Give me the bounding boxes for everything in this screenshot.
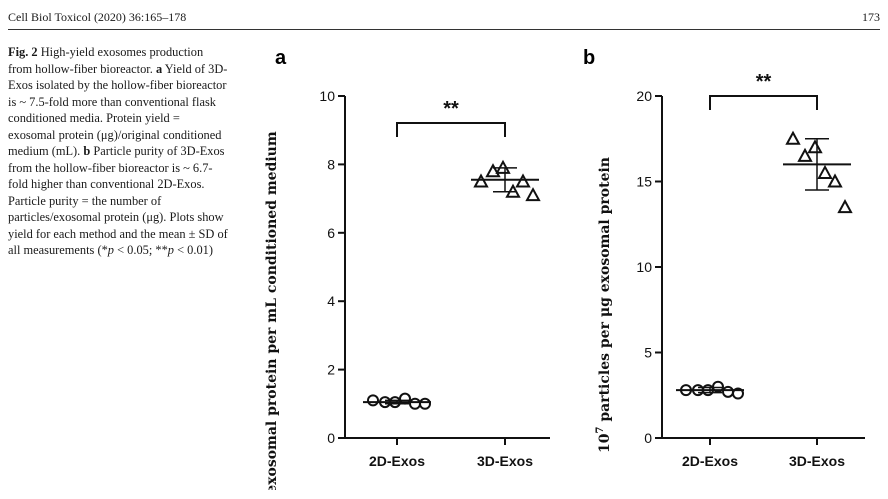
y-tick-label-b-20: 20 bbox=[636, 88, 652, 104]
data-point-b-0-5 bbox=[732, 387, 744, 400]
data-point-a-0-3 bbox=[399, 392, 411, 405]
data-point-b-1-0 bbox=[785, 130, 801, 145]
y-axis-label-b-base: 10 bbox=[597, 433, 613, 453]
significance-label-b: ** bbox=[756, 71, 772, 93]
panel-letter-a: a bbox=[275, 47, 287, 69]
caption-label: Fig. 2 bbox=[8, 45, 38, 59]
data-point-b-1-5 bbox=[837, 199, 853, 214]
y-axis-label-a: μg exosomal protein per mL conditioned m… bbox=[264, 131, 280, 490]
y-tick-label-a-0: 0 bbox=[327, 430, 335, 446]
y-tick-label-b-10: 10 bbox=[636, 259, 652, 275]
y-tick-label-a-6: 6 bbox=[327, 225, 335, 241]
y-axis-label-b-main: particles per μg exosomal protein bbox=[597, 157, 613, 427]
caption-mid: < 0.05; ** bbox=[113, 243, 168, 257]
data-point-a-1-5 bbox=[525, 187, 541, 202]
caption-b-label: b bbox=[83, 144, 91, 158]
data-point-a-0-0 bbox=[367, 394, 379, 407]
data-point-b-0-2 bbox=[702, 384, 714, 397]
y-tick-label-b-15: 15 bbox=[636, 174, 652, 190]
data-point-b-0-3 bbox=[712, 380, 724, 393]
data-point-a-1-1 bbox=[485, 163, 501, 178]
figure-caption: Fig. 2 High-yield exosomes production fr… bbox=[8, 44, 230, 259]
caption-p2: p bbox=[167, 243, 174, 257]
x-tick-label-b-0: 2D-Exos bbox=[682, 453, 738, 469]
data-point-a-1-2 bbox=[495, 159, 511, 174]
y-tick-label-b-5: 5 bbox=[644, 345, 652, 361]
chart-panel-b: b 107 particles per μg exosomal protein … bbox=[583, 47, 865, 469]
y-axis-label-b: 107 particles per μg exosomal protein bbox=[595, 157, 613, 453]
caption-title: High-yield exosomes production from holl… bbox=[8, 45, 204, 76]
data-point-a-1-3 bbox=[505, 183, 521, 198]
x-tick-label-b-1: 3D-Exos bbox=[789, 453, 845, 469]
x-tick-label-a-0: 2D-Exos bbox=[369, 453, 425, 469]
y-axis-label-b-sup: 7 bbox=[595, 427, 606, 434]
significance-bracket-b bbox=[709, 95, 818, 110]
data-point-a-0-2 bbox=[389, 396, 401, 409]
caption-b-text: Particle purity of 3D-Exos from the holl… bbox=[8, 144, 228, 257]
data-point-b-1-1 bbox=[797, 147, 813, 162]
panel-letter-b: b bbox=[583, 47, 595, 69]
caption-a-label: a bbox=[155, 61, 163, 76]
chart-panel-a: a μg exosomal protein per mL conditioned… bbox=[264, 47, 550, 490]
data-point-a-1-0 bbox=[473, 173, 489, 188]
caption-a-text: Yield of 3D-Exos isolated by the hollow-… bbox=[8, 61, 228, 159]
y-tick-label-a-8: 8 bbox=[327, 156, 335, 172]
y-tick-label-b-0: 0 bbox=[644, 430, 652, 446]
significance-bracket-a bbox=[396, 122, 506, 137]
significance-label-a: ** bbox=[443, 98, 459, 120]
data-point-b-0-0 bbox=[680, 384, 692, 397]
x-tick-label-a-1: 3D-Exos bbox=[477, 453, 533, 469]
data-point-b-1-3 bbox=[817, 164, 833, 179]
data-point-a-0-5 bbox=[419, 397, 431, 410]
data-point-a-1-4 bbox=[515, 173, 531, 188]
data-point-b-1-2 bbox=[807, 139, 823, 154]
data-point-a-0-4 bbox=[409, 397, 421, 410]
y-tick-label-a-2: 2 bbox=[327, 362, 335, 378]
running-head: Cell Biol Toxicol (2020) 36:165–178 bbox=[8, 10, 187, 24]
caption-end: < 0.01) bbox=[174, 243, 213, 257]
y-tick-label-a-10: 10 bbox=[319, 88, 335, 104]
header-rule bbox=[8, 29, 880, 30]
data-point-b-1-4 bbox=[827, 173, 843, 188]
page-number: 173 bbox=[862, 10, 880, 24]
data-point-b-0-4 bbox=[722, 385, 734, 398]
y-tick-label-a-4: 4 bbox=[327, 293, 335, 309]
caption-p1: p bbox=[107, 243, 114, 257]
